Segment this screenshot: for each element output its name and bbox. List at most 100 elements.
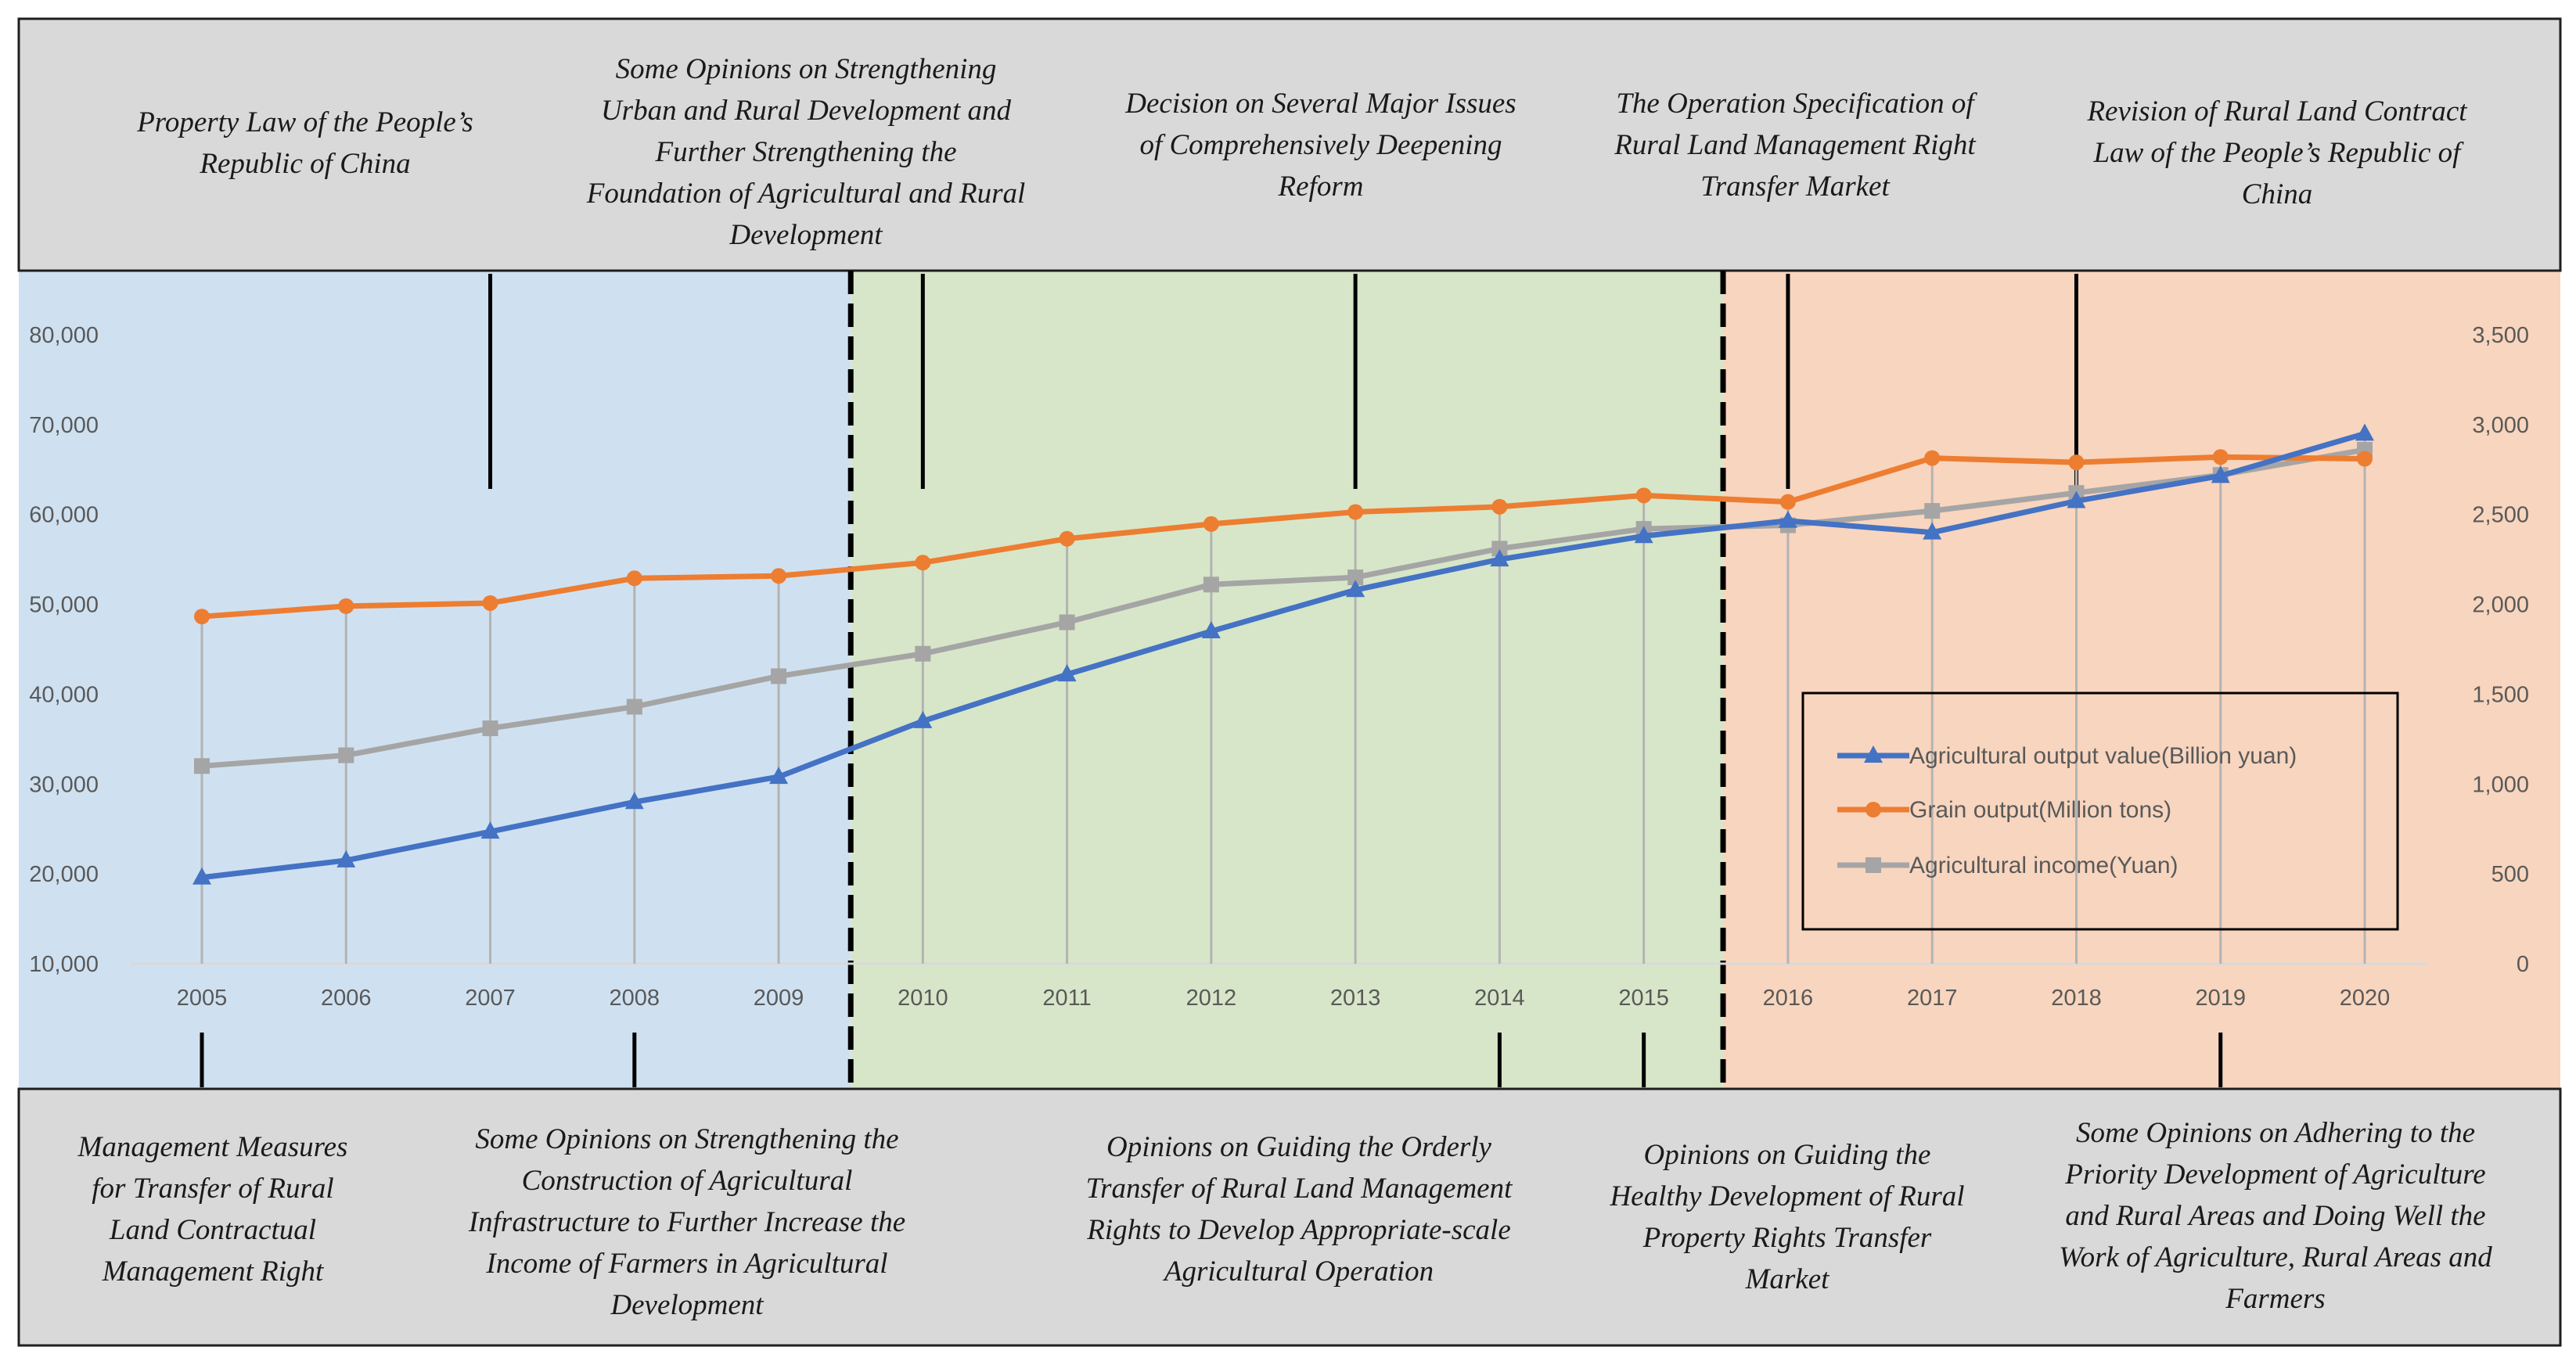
x-tick-label-2019: 2019 bbox=[2195, 986, 2246, 1011]
data-point-2006 bbox=[338, 598, 354, 614]
data-point-2011 bbox=[1057, 664, 1077, 682]
data-point-2020 bbox=[2357, 451, 2373, 467]
data-point-2006 bbox=[338, 747, 354, 763]
top-policy-label-2018-line-2: Law of the People’s Republic of bbox=[2093, 137, 2465, 169]
data-point-2017 bbox=[1924, 450, 1941, 466]
data-point-2007 bbox=[480, 821, 500, 839]
y-left-tick-label: 20,000 bbox=[29, 862, 99, 887]
data-point-2011 bbox=[1059, 530, 1075, 547]
top-policy-label-2007-line-2: Republic of China bbox=[199, 148, 410, 180]
x-tick-label-2018: 2018 bbox=[2051, 986, 2102, 1011]
data-point-2013 bbox=[1347, 569, 1364, 586]
data-point-2009 bbox=[771, 668, 787, 684]
data-point-2010 bbox=[915, 645, 931, 662]
data-point-2009 bbox=[769, 767, 789, 785]
data-series bbox=[192, 423, 2374, 885]
y-axis-left-ticks: 10,000 20,000 30,000 40,000 50,000 60,000 70,0… bbox=[29, 323, 99, 977]
bottom-policy-label-2008-line-4: Income of Farmers in Agricultural bbox=[485, 1248, 887, 1280]
x-tick-label-2005: 2005 bbox=[177, 986, 228, 1011]
x-tick-label-2009: 2009 bbox=[754, 986, 804, 1011]
bottom-policy-label-2008: Some Opinions on Strengthening the Constr… bbox=[468, 1123, 905, 1321]
bottom-policy-label-2014: Opinions on Guiding the Orderly Transfer … bbox=[1086, 1131, 1513, 1288]
x-tick-label-2007: 2007 bbox=[465, 986, 516, 1011]
data-point-2005 bbox=[194, 609, 210, 625]
series-line bbox=[199, 454, 2368, 620]
bottom-policy-label-2019-line-3: and Rural Areas and Doing Well the bbox=[2065, 1200, 2485, 1232]
bottom-policy-label-2019-line-2: Priority Development of Agriculture bbox=[2064, 1158, 2485, 1191]
data-point-2015 bbox=[1634, 526, 1653, 544]
top-policy-label-2010-line-2: Urban and Rural Development and bbox=[601, 95, 1012, 127]
data-point-2017 bbox=[1923, 522, 1942, 540]
data-point-2012 bbox=[1203, 515, 1219, 532]
bottom-policy-label-2014-line-1: Opinions on Guiding the Orderly bbox=[1106, 1131, 1492, 1163]
bottom-policy-label-2019: Some Opinions on Adhering to the Priority… bbox=[2059, 1117, 2492, 1315]
y-left-tick-label: 10,000 bbox=[29, 952, 99, 977]
data-point-2014 bbox=[1491, 498, 1508, 515]
top-policy-label-2010-line-3: Further Strengthening the bbox=[654, 136, 956, 168]
y-right-tick-label: 3,500 bbox=[2472, 323, 2529, 348]
data-point-2013 bbox=[1347, 504, 1364, 520]
data-point-2008 bbox=[626, 699, 642, 715]
data-point-2018 bbox=[2068, 454, 2085, 471]
bottom-policy-label-2005-line-4: Management Right bbox=[102, 1255, 325, 1288]
y-right-tick-label: 1,000 bbox=[2472, 772, 2529, 797]
policy-connector-lines bbox=[200, 274, 2223, 1087]
y-right-tick-label: 500 bbox=[2491, 862, 2529, 887]
bottom-policy-label-2014-line-2: Transfer of Rural Land Management bbox=[1086, 1173, 1513, 1205]
y-left-tick-label: 30,000 bbox=[29, 772, 99, 797]
period-band-2 bbox=[851, 271, 1724, 1089]
y-right-tick-label: 1,500 bbox=[2472, 682, 2529, 707]
top-policy-label-2013-line-2: of Comprehensively Deepening bbox=[1139, 129, 1502, 161]
data-point-2007 bbox=[482, 594, 498, 611]
x-tick-label-2020: 2020 bbox=[2340, 986, 2391, 1011]
x-tick-label-2010: 2010 bbox=[898, 986, 948, 1011]
data-point-2005 bbox=[194, 758, 210, 774]
legend-label: Grain output(Million tons) bbox=[1909, 797, 2171, 823]
bottom-policy-label-2014-line-4: Agricultural Operation bbox=[1162, 1255, 1434, 1288]
x-tick-label-2016: 2016 bbox=[1763, 986, 1814, 1011]
top-policy-label-2007-line-1: Property Law of the People’s bbox=[136, 106, 473, 138]
data-point-2015 bbox=[1635, 487, 1652, 504]
series-line bbox=[199, 430, 2368, 881]
top-policy-label-2010-line-4: Foundation of Agricultural and Rural bbox=[586, 178, 1026, 210]
top-policy-label-2013-line-3: Reform bbox=[1278, 171, 1364, 203]
data-point-2014 bbox=[1491, 541, 1508, 557]
y-left-tick-label: 70,000 bbox=[29, 413, 99, 438]
data-point-2019 bbox=[2212, 449, 2229, 465]
data-point-2012 bbox=[1203, 577, 1219, 593]
x-tick-label-2014: 2014 bbox=[1474, 986, 1525, 1011]
top-policy-label-2018-line-3: China bbox=[2242, 178, 2312, 210]
y-right-tick-label: 0 bbox=[2517, 952, 2529, 977]
bottom-policy-label-2015-line-1: Opinions on Guiding the bbox=[1644, 1139, 1931, 1171]
data-point-2008 bbox=[626, 570, 642, 587]
bottom-policy-label-2008-line-3: Infrastructure to Further Increase the bbox=[468, 1206, 905, 1238]
bottom-policy-box bbox=[17, 1087, 2562, 1347]
data-point-2009 bbox=[771, 568, 787, 584]
data-point-2013 bbox=[1346, 580, 1365, 598]
x-axis-ticks: 2005 2006 2007 2008 2009 2010 2011 2012 2013 2014… bbox=[177, 986, 2391, 1011]
data-point-2012 bbox=[1201, 621, 1221, 639]
policy-labels: Property Law of the People’s Republic of … bbox=[77, 53, 2493, 1321]
bottom-policy-label-2019-line-4: Work of Agriculture, Rural Areas and bbox=[2059, 1241, 2492, 1273]
data-point-2019 bbox=[2211, 465, 2230, 483]
top-policy-label-2018-line-1: Revision of Rural Land Contract bbox=[2086, 95, 2468, 128]
top-policy-label-2013: Decision on Several Major Issues of Compr… bbox=[1124, 88, 1516, 203]
bottom-policy-label-2015-line-3: Property Rights Transfer bbox=[1642, 1222, 1932, 1254]
bottom-policy-label-2015: Opinions on Guiding the Healthy Developme… bbox=[1609, 1139, 1964, 1295]
data-point-2008 bbox=[624, 792, 644, 810]
y-right-tick-label: 3,000 bbox=[2472, 413, 2529, 438]
bottom-policy-label-2005-line-3: Land Contractual bbox=[109, 1214, 316, 1246]
top-policy-label-2007: Property Law of the People’s Republic of … bbox=[136, 106, 473, 180]
x-tick-label-2017: 2017 bbox=[1907, 986, 1958, 1011]
data-point-2014 bbox=[1490, 549, 1509, 567]
top-policy-label-2016-line-3: Transfer Market bbox=[1700, 171, 1891, 203]
legend-marker-triangle bbox=[1864, 745, 1883, 763]
bottom-policy-label-2005-line-2: for Transfer of Rural bbox=[92, 1173, 333, 1205]
x-tick-label-2006: 2006 bbox=[321, 986, 372, 1011]
top-policy-box bbox=[17, 17, 2562, 272]
y-axis-right-ticks: 0 500 1,000 1,500 2,000 2,500 3,000 3,500 bbox=[2472, 323, 2529, 977]
data-point-2005 bbox=[192, 867, 211, 885]
bottom-policy-label-2014-line-3: Rights to Develop Appropriate-scale bbox=[1086, 1214, 1511, 1246]
y-left-tick-label: 40,000 bbox=[29, 682, 99, 707]
